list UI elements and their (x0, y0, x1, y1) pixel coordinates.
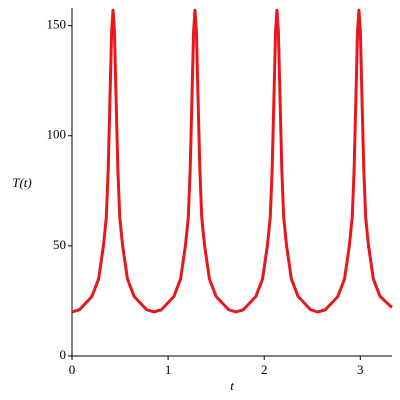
x-tick-label: 2 (261, 362, 268, 377)
y-tick-label: 150 (47, 17, 67, 32)
x-tick-label: 1 (165, 362, 172, 377)
x-tick-label: 3 (357, 362, 364, 377)
data-line (71, 8, 394, 314)
y-axis-label: T(t) (12, 175, 32, 190)
y-tick-label: 100 (47, 127, 67, 142)
y-tick-label: 0 (60, 347, 67, 362)
y-tick-label: 50 (53, 237, 66, 252)
x-axis-label: t (230, 378, 234, 393)
x-tick-label: 0 (69, 362, 76, 377)
